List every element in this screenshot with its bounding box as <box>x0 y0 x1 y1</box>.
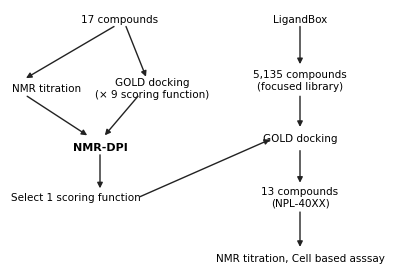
Text: LigandBox: LigandBox <box>273 15 327 25</box>
Text: GOLD docking: GOLD docking <box>263 134 337 145</box>
Text: 5,135 compounds
(focused library): 5,135 compounds (focused library) <box>253 70 347 92</box>
Text: Select 1 scoring function: Select 1 scoring function <box>11 193 141 203</box>
Text: 17 compounds: 17 compounds <box>82 15 158 25</box>
Text: NMR titration: NMR titration <box>12 84 81 94</box>
Text: NMR-DPI: NMR-DPI <box>73 143 127 153</box>
Text: 13 compounds
(NPL-40XX): 13 compounds (NPL-40XX) <box>262 187 338 209</box>
Text: NMR titration, Cell based asssay: NMR titration, Cell based asssay <box>216 254 384 264</box>
Text: GOLD docking
(× 9 scoring function): GOLD docking (× 9 scoring function) <box>95 78 209 100</box>
